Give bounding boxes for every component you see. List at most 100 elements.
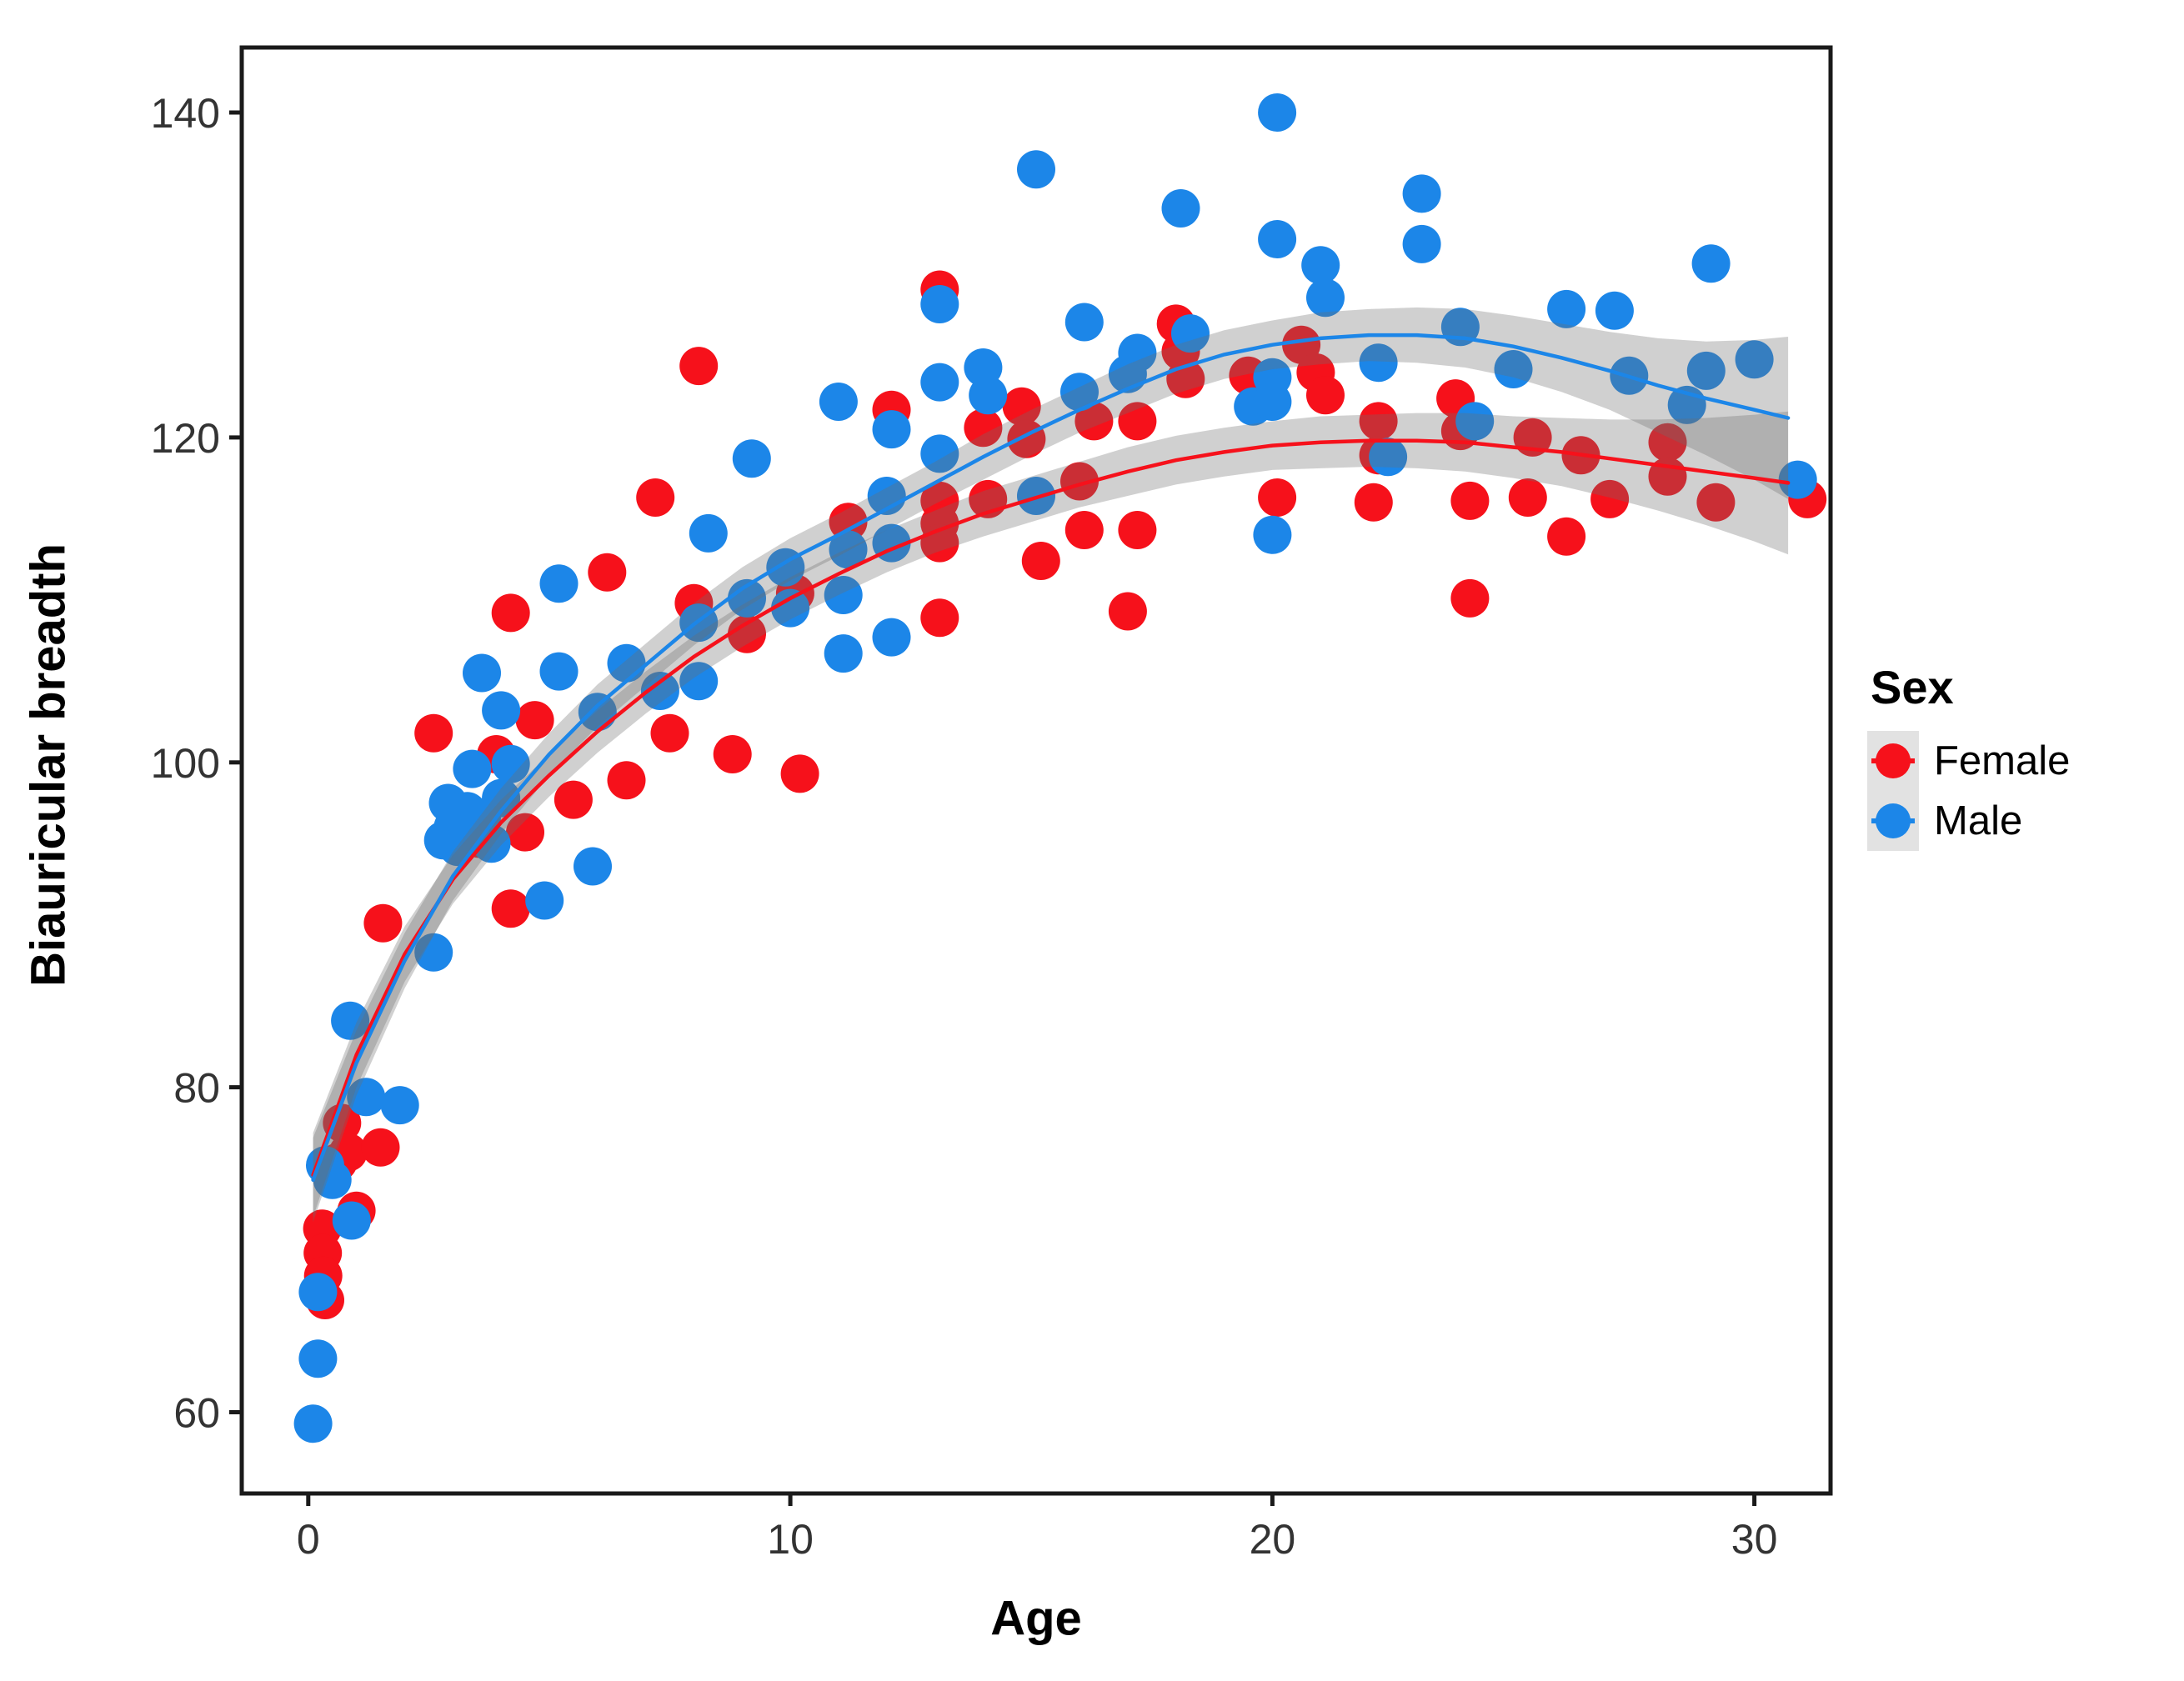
scatter-point-female (361, 1128, 400, 1167)
panel-border (239, 45, 1833, 1496)
scatter-point-female (1648, 423, 1687, 462)
scatter-point-male (1369, 438, 1408, 477)
female-point-icon (1871, 743, 1915, 778)
scatter-point-female (363, 903, 403, 943)
scatter-point-male (1017, 150, 1055, 189)
scatter-point-female (1508, 478, 1547, 517)
scatter-point-female (728, 614, 766, 653)
scatter-point-female (1021, 542, 1060, 580)
scatter-point-male (689, 513, 728, 553)
scatter-point-female (506, 813, 544, 852)
scatter-point-male (1253, 383, 1292, 421)
scatter-point-female (1359, 402, 1398, 441)
scatter-point-female (964, 408, 1003, 448)
scatter-point-male (829, 530, 868, 569)
legend-label-female: Female (1934, 738, 2071, 783)
scatter-point-male (1402, 174, 1441, 213)
scatter-point-male (1060, 373, 1099, 412)
legend-key-male (1867, 791, 1919, 851)
scatter-point-female (607, 761, 646, 800)
male-point-icon (1871, 803, 1915, 838)
x-tick-label: 10 (767, 1516, 814, 1563)
scatter-point-female (1450, 578, 1490, 618)
legend-item-male: Male (1867, 791, 2070, 851)
scatter-point-male (1301, 246, 1340, 285)
scatter-point-male (872, 618, 911, 657)
scatter-point-male (1402, 224, 1441, 263)
scatter-point-female (920, 598, 959, 638)
scatter-point-male (1595, 291, 1634, 330)
scatter-point-male (463, 653, 501, 693)
scatter-point-male (1253, 515, 1292, 554)
scatter-point-female (829, 503, 868, 542)
scatter-point-female (491, 889, 530, 928)
scatter-point-male (313, 1160, 352, 1199)
scatter-point-male (1064, 303, 1104, 342)
scatter-point-male (293, 1404, 333, 1443)
scatter-point-male (574, 847, 612, 886)
scatter-point-female (650, 713, 689, 753)
scatter-point-female (780, 754, 819, 793)
scatter-point-male (728, 578, 766, 618)
scatter-point-female (1060, 462, 1099, 501)
scatter-point-female (1118, 511, 1157, 549)
scatter-point-male (732, 439, 771, 478)
scatter-point-female (1450, 481, 1490, 520)
scatter-point-male (453, 749, 492, 788)
legend-item-female: Female (1867, 731, 2070, 791)
scatter-point-female (713, 735, 752, 773)
scatter-point-male (1118, 333, 1157, 373)
scatter-point-male (1494, 350, 1533, 388)
scatter-point-female (515, 701, 554, 740)
scatter-point-male (1686, 351, 1726, 390)
scatter-point-male (679, 662, 719, 701)
scatter-point-female (1590, 479, 1630, 518)
y-axis-title: Biauricular breadth (21, 543, 76, 987)
scatter-point-female (1696, 483, 1736, 522)
scatter-point-male (920, 363, 959, 402)
scatter-point-male (1455, 402, 1495, 441)
scatter-point-male (771, 588, 810, 628)
x-tick-label: 30 (1731, 1516, 1778, 1563)
scatter-point-female (1547, 517, 1586, 556)
scatter-point-male (491, 744, 530, 783)
scatter-point-male (1171, 314, 1210, 353)
scatter-point-male (298, 1273, 338, 1312)
scatter-point-female (1108, 592, 1147, 631)
legend-key-female (1867, 731, 1919, 791)
scatter-point-male (1735, 340, 1774, 379)
legend-label-male: Male (1934, 798, 2023, 843)
scatter-point-female (679, 347, 719, 386)
scatter-point-male (482, 691, 521, 730)
scatter-point-female (1074, 402, 1114, 441)
scatter-point-female (636, 478, 675, 517)
scatter-point-male (1258, 220, 1297, 258)
scatter-point-male (824, 576, 863, 614)
scatter-point-male (920, 434, 959, 473)
scatter-point-male (380, 1086, 419, 1125)
scatter-point-male (1778, 460, 1817, 499)
scatter-point-female (414, 713, 453, 753)
scatter-point-male (1306, 278, 1345, 318)
scatter-point-male (525, 881, 564, 920)
scatter-point-male (347, 1078, 386, 1117)
x-tick-label: 20 (1250, 1516, 1296, 1563)
y-tick-label: 120 (151, 415, 220, 462)
scatter-point-female (1118, 402, 1157, 441)
scatter-point-male (1258, 93, 1297, 132)
y-tick-label: 100 (151, 740, 220, 787)
y-tick-label: 60 (173, 1390, 220, 1437)
confidence-ribbon-male (313, 307, 1789, 1223)
scatter-point-female (1354, 483, 1393, 522)
scatter-point-male (819, 383, 858, 421)
scatter-point-male (539, 564, 579, 603)
scatter-point-female (1002, 387, 1041, 426)
legend-title: Sex (1871, 661, 1954, 713)
y-tick-label: 140 (151, 90, 220, 137)
x-axis-title: Age (990, 1591, 1082, 1646)
scatter-point-female (554, 780, 593, 819)
scatter-point-male (482, 778, 521, 818)
confidence-ribbon-female (313, 411, 1789, 1218)
scatter-point-male (1691, 244, 1731, 283)
